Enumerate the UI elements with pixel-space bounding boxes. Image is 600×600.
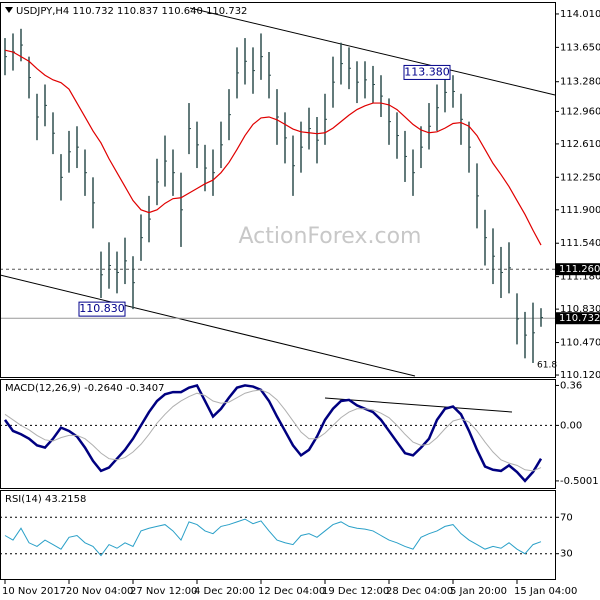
level-label: 110.732	[559, 313, 600, 324]
y-tick-label: 30	[560, 549, 573, 560]
y-tick-label: 112.250	[560, 172, 600, 183]
y-tick-label: 114.010	[560, 9, 600, 20]
y-tick-label: 110.120	[560, 370, 600, 381]
annotation: 61.8	[537, 361, 557, 371]
x-tick-label: 10 Nov 2017	[2, 586, 66, 597]
peak-label-box	[78, 301, 126, 317]
macd-panel-frame	[0, 379, 556, 489]
level-label-box	[556, 263, 600, 276]
x-tick-label: 20 Nov 04:00	[66, 586, 133, 597]
y-tick-label: 113.650	[560, 42, 600, 53]
y-tick-label: 111.900	[560, 205, 600, 216]
x-tick-label: 19 Dec 12:00	[322, 586, 389, 597]
y-tick-label: 110.470	[560, 338, 600, 349]
level-label-box	[556, 312, 600, 325]
rsi-panel-frame	[0, 490, 556, 580]
y-tick-label: 110.830	[560, 304, 600, 315]
macd-trend-line	[324, 397, 513, 413]
y-tick-label: 113.280	[560, 77, 600, 88]
watermark: ActionForex.com	[239, 224, 422, 249]
x-tick-label: 12 Dec 04:00	[258, 586, 325, 597]
y-tick-label: 111.540	[560, 238, 600, 249]
panel-title: MACD(12,26,9) -0.2640 -0.3407	[5, 383, 165, 394]
level-label: 111.260	[559, 264, 600, 275]
y-tick-label: 111.180	[560, 272, 600, 283]
peak-label: 113.380	[404, 65, 450, 78]
y-tick-label: 0.36	[560, 380, 582, 391]
x-tick-label: 15 Jan 04:00	[514, 586, 577, 597]
peak-label: 110.830	[79, 302, 125, 315]
series-line	[3, 383, 543, 483]
panel-title: RSI(14) 43.2158	[5, 494, 86, 505]
y-tick-label: 112.610	[560, 139, 600, 150]
series-line	[4, 389, 542, 472]
y-tick-label: 112.960	[560, 106, 600, 117]
y-tick-label: 70	[560, 512, 573, 523]
x-tick-label: 28 Dec 04:00	[386, 586, 453, 597]
lower-trend-line	[0, 274, 416, 377]
series-line	[4, 518, 542, 557]
y-tick-label: -0.5001	[560, 476, 599, 487]
series-line	[4, 49, 542, 246]
upper-trend-line	[189, 7, 556, 96]
price-panel-frame	[0, 2, 556, 378]
x-tick-label: 27 Nov 12:00	[130, 586, 197, 597]
y-tick-label: 0.00	[560, 420, 582, 431]
panel-title: USDJPY,H4 110.732 110.837 110.640 110.73…	[16, 6, 247, 17]
symbol-icon	[5, 7, 13, 13]
x-tick-label: 4 Dec 20:00	[194, 586, 255, 597]
x-tick-label: 5 Jan 20:00	[450, 586, 507, 597]
peak-label-box	[403, 64, 451, 80]
